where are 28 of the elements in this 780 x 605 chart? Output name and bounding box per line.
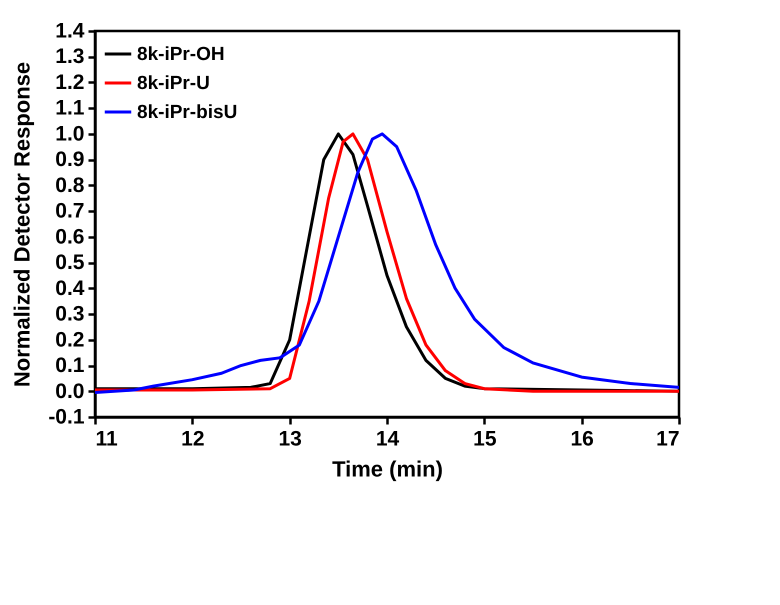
y-tick-label: 1.0 [55,122,84,146]
legend-label: 8k-iPr-U [137,73,210,94]
x-tick-label: 12 [181,428,205,450]
y-tick-label: 0.5 [55,251,85,274]
y-tick-label: 0.2 [55,328,84,352]
y-axis-title: Normalized Detector Response [9,62,34,388]
x-tick-label: 11 [96,428,118,450]
x-tick-label: 14 [376,428,400,450]
y-tick-label: 1.4 [55,20,85,42]
x-tick-label: 16 [570,428,594,450]
y-tick-label: 0.3 [55,302,84,326]
y-tick-label: 0.6 [55,225,84,248]
legend-label: 8k-iPr-bisU [137,102,238,123]
y-tick-label: 1.2 [55,70,84,94]
x-axis-title: Time (min) [332,456,443,482]
y-tick-label: 1.3 [55,45,84,68]
x-tick-label: 15 [473,428,497,450]
x-tick-label: 17 [656,428,680,450]
y-tick-label: 0.9 [55,148,84,172]
y-tick-label: 0.8 [55,174,85,197]
y-tick-label: 0.0 [55,380,84,403]
y-tick-label: 1.1 [55,96,85,120]
y-tick-label: 0.4 [55,276,85,300]
y-tick-label: -0.1 [48,406,85,428]
legend-label: 8k-iPr-OH [137,44,225,65]
y-tick-label: 0.7 [55,200,84,223]
y-tick-label: 0.1 [55,354,85,378]
x-tick-label: 13 [278,428,302,450]
